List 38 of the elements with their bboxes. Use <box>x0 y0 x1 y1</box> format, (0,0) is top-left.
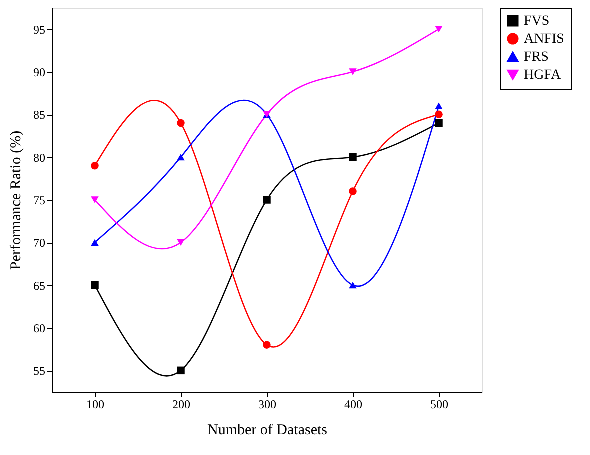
point <box>177 119 185 128</box>
y-tick-label: 75 <box>34 194 46 208</box>
point <box>435 26 443 33</box>
point <box>91 239 99 246</box>
point <box>349 188 357 196</box>
point <box>263 341 271 349</box>
point <box>91 281 99 290</box>
point <box>177 366 185 375</box>
y-tick-label: 70 <box>34 236 46 250</box>
x-axis-title: Number of Datasets <box>208 422 328 438</box>
x-tick-label: 400 <box>344 398 362 412</box>
y-tick-label: 85 <box>34 108 46 122</box>
y-tick-label: 80 <box>34 150 46 165</box>
point <box>349 282 357 289</box>
point <box>91 162 99 170</box>
x-tick-label: 200 <box>172 398 190 412</box>
point <box>349 153 357 162</box>
legend-label: FRS <box>524 50 549 65</box>
x-tick-label: 500 <box>430 398 448 412</box>
y-axis-title: Performance Ratio (%) <box>8 130 24 270</box>
y-tick-label: 55 <box>34 364 46 378</box>
point <box>435 119 443 128</box>
point <box>177 239 185 246</box>
y-tick-label: 60 <box>34 322 46 336</box>
legend-label: FVS <box>524 14 550 29</box>
y-tick-label: 65 <box>34 278 46 293</box>
point <box>435 110 443 119</box>
x-tick-label: 100 <box>86 398 104 412</box>
y-tick-label: 90 <box>34 66 46 80</box>
point <box>91 196 99 204</box>
point <box>177 154 185 161</box>
point <box>435 102 443 110</box>
x-tick-label: 300 <box>258 398 276 412</box>
point <box>263 196 271 204</box>
y-tick-label: 95 <box>34 22 46 37</box>
point <box>349 68 357 76</box>
legend-label: HGFA <box>524 68 562 83</box>
legend-label: ANFIS <box>524 32 564 47</box>
